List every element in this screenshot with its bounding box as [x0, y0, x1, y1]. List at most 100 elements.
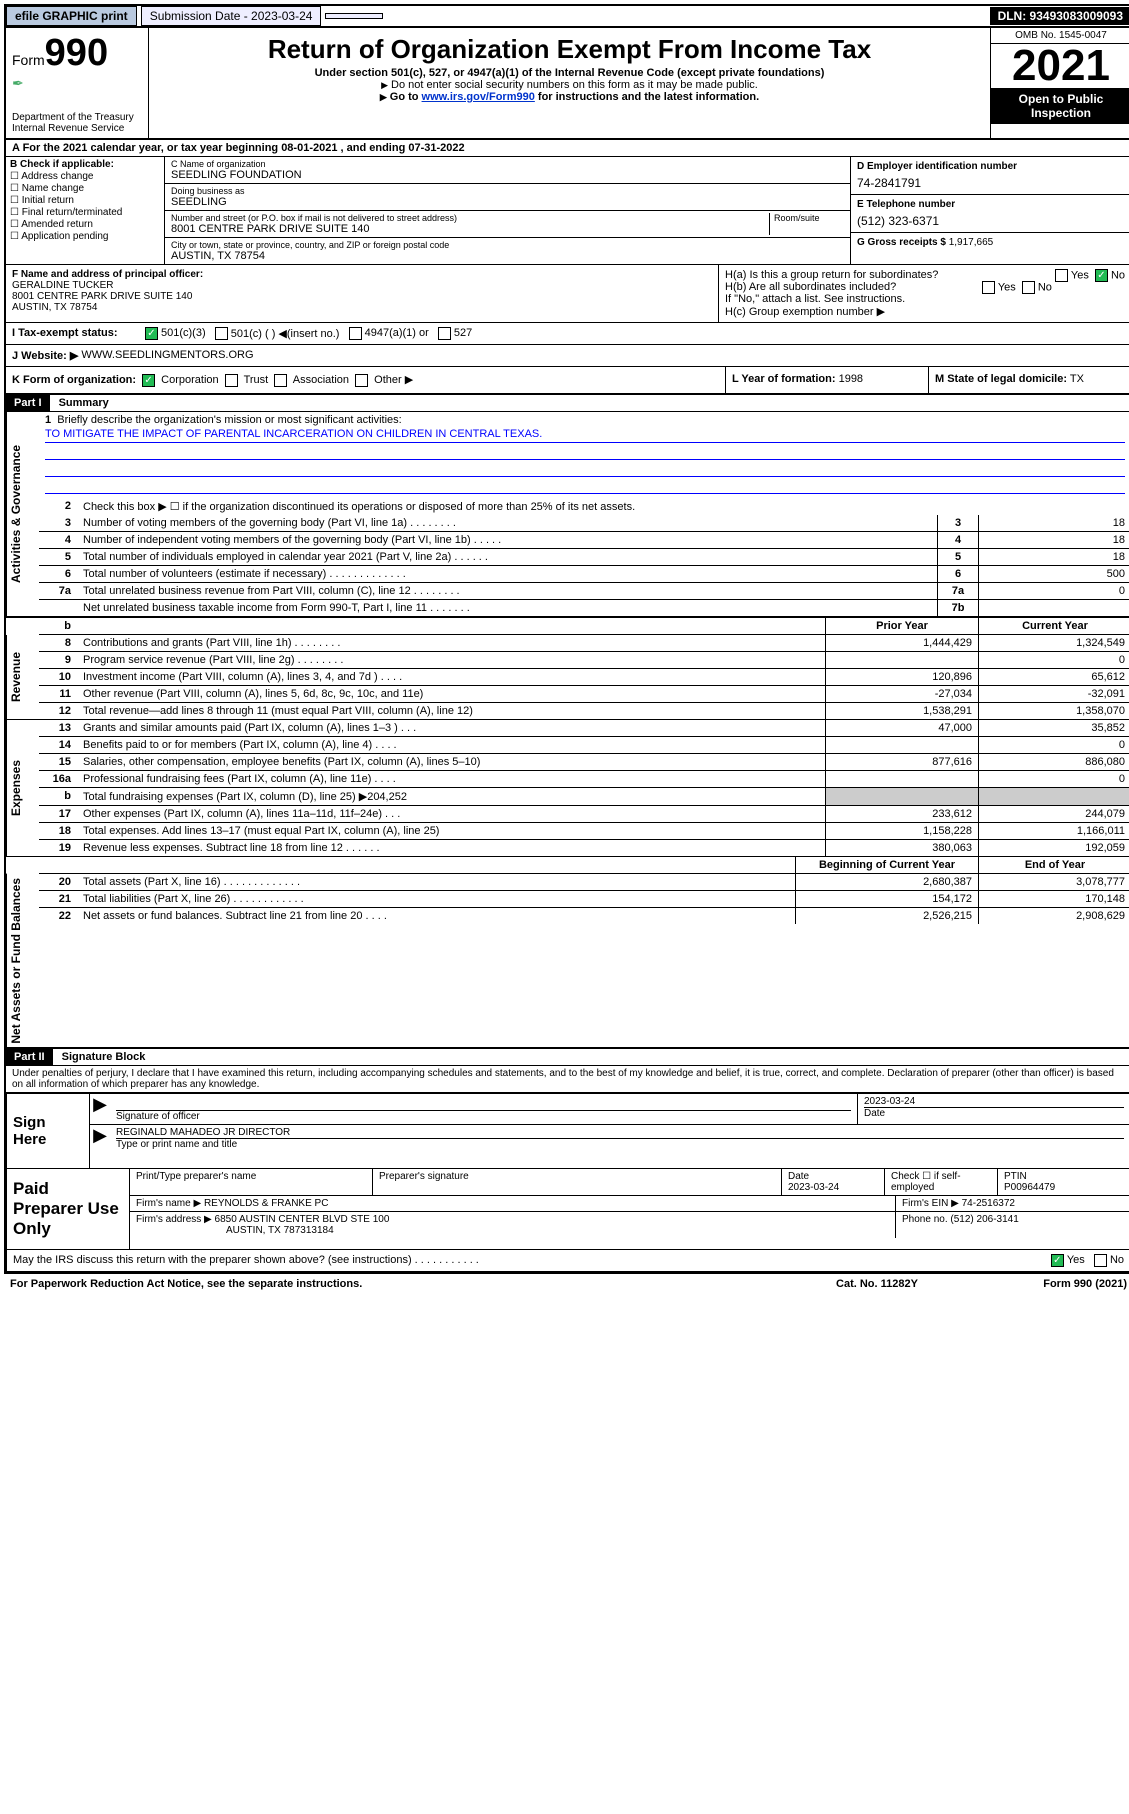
net-line: 20Total assets (Part X, line 16) . . . .…: [39, 874, 1129, 891]
row-m: M State of legal domicile: TX: [928, 367, 1129, 393]
phone-box: E Telephone number (512) 323-6371: [851, 195, 1129, 233]
col-f-officer: F Name and address of principal officer:…: [6, 265, 718, 322]
row-j-website: J Website: ▶ WWW.SEEDLINGMENTORS.ORG: [6, 345, 1129, 367]
row-l: L Year of formation: 1998: [725, 367, 928, 393]
chk-corp[interactable]: ✓: [142, 374, 155, 387]
row-k: K Form of organization: ✓ Corporation Tr…: [6, 367, 725, 393]
current-year-hdr: Current Year: [978, 618, 1129, 634]
sig-date-lbl: Date: [864, 1107, 1124, 1119]
chk-discuss-yes[interactable]: ✓: [1051, 1254, 1064, 1267]
chk-4947[interactable]: [349, 327, 362, 340]
col-b-checkboxes: B Check if applicable: ☐ Address change …: [6, 157, 165, 264]
prep-selfemp: Check ☐ if self-employed: [885, 1169, 998, 1195]
firm-addr: Firm's address ▶ 6850 AUSTIN CENTER BLVD…: [130, 1212, 896, 1238]
row-a-period: A For the 2021 calendar year, or tax yea…: [6, 140, 1129, 157]
paid-preparer-block: Paid Preparer Use Only Print/Type prepar…: [6, 1169, 1129, 1250]
col-d-right: D Employer identification number 74-2841…: [850, 157, 1129, 264]
efile-button[interactable]: efile GRAPHIC print: [6, 6, 137, 26]
gross-receipts-box: G Gross receipts $ 1,917,665: [851, 233, 1129, 252]
prep-ptin: PTINP00964479: [998, 1169, 1129, 1195]
form-header: Form990 ✒ Department of the Treasury Int…: [6, 28, 1129, 140]
header-right: OMB No. 1545-0047 2021 Open to Public In…: [990, 28, 1129, 138]
net-section: Net Assets or Fund Balances 20Total asse…: [6, 874, 1129, 1050]
ein-box: D Employer identification number 74-2841…: [851, 157, 1129, 195]
sign-here-block: Sign Here ▶ Signature of officer 2023-03…: [6, 1092, 1129, 1169]
discuss-row: May the IRS discuss this return with the…: [6, 1250, 1129, 1272]
form-title: Return of Organization Exempt From Incom…: [157, 34, 982, 65]
prep-name-hdr: Print/Type preparer's name: [130, 1169, 373, 1195]
form-subtitle-1: Under section 501(c), 527, or 4947(a)(1)…: [157, 67, 982, 79]
name-title-lbl: Type or print name and title: [116, 1138, 1124, 1150]
chk-trust[interactable]: [225, 374, 238, 387]
chk-501c[interactable]: [215, 327, 228, 340]
chk-discuss-no[interactable]: [1094, 1254, 1107, 1267]
row-klm: K Form of organization: ✓ Corporation Tr…: [6, 367, 1129, 395]
row-i-tax-status: I Tax-exempt status: ✓ 501(c)(3) 501(c) …: [6, 323, 1129, 345]
expense-line: 16aProfessional fundraising fees (Part I…: [39, 771, 1129, 788]
col-b-header: B Check if applicable:: [10, 159, 160, 170]
line-1-mission: 1 Briefly describe the organization's mi…: [39, 412, 1129, 498]
header-left: Form990 ✒ Department of the Treasury Int…: [6, 28, 149, 138]
chk-address-change[interactable]: ☐ Address change: [10, 171, 160, 182]
footer: For Paperwork Reduction Act Notice, see …: [4, 1274, 1129, 1294]
vlabel-rev: Revenue: [6, 635, 39, 719]
chk-assoc[interactable]: [274, 374, 287, 387]
chk-app-pending[interactable]: ☐ Application pending: [10, 231, 160, 242]
leaf-icon: ✒: [12, 75, 142, 92]
chk-501c3[interactable]: ✓: [145, 327, 158, 340]
open-public-badge: Open to Public Inspection: [991, 88, 1129, 124]
hb-note: If "No," attach a list. See instructions…: [725, 293, 1125, 305]
expense-line: 13Grants and similar amounts paid (Part …: [39, 720, 1129, 737]
expenses-section: Expenses 13Grants and similar amounts pa…: [6, 720, 1129, 857]
chk-527[interactable]: [438, 327, 451, 340]
chk-other[interactable]: [355, 374, 368, 387]
paid-prep-label: Paid Preparer Use Only: [7, 1169, 130, 1249]
hb-line: H(b) Are all subordinates included? Yes …: [725, 281, 1125, 293]
sign-here-label: Sign Here: [7, 1094, 90, 1168]
form-body: Form990 ✒ Department of the Treasury Int…: [4, 28, 1129, 1274]
pra-notice: For Paperwork Reduction Act Notice, see …: [10, 1278, 777, 1290]
chk-initial-return[interactable]: ☐ Initial return: [10, 195, 160, 206]
header-center: Return of Organization Exempt From Incom…: [149, 28, 990, 138]
chk-name-change[interactable]: ☐ Name change: [10, 183, 160, 194]
form-subtitle-2: Do not enter social security numbers on …: [157, 79, 982, 91]
tax-year: 2021: [991, 44, 1129, 88]
vlabel-exp: Expenses: [6, 720, 39, 856]
submission-date: Submission Date - 2023-03-24: [141, 6, 322, 26]
chk-final-return[interactable]: ☐ Final return/terminated: [10, 207, 160, 218]
header-row-pc: x b Prior Year Current Year: [6, 617, 1129, 635]
website-value: WWW.SEEDLINGMENTORS.ORG: [81, 349, 253, 362]
arrow-icon: ▶: [90, 1094, 110, 1124]
gov-section: Activities & Governance 1 Briefly descri…: [6, 412, 1129, 617]
prep-sig-hdr: Preparer's signature: [373, 1169, 782, 1195]
irs-link[interactable]: www.irs.gov/Form990: [422, 91, 535, 103]
col-h-group: H(a) Is this a group return for subordin…: [718, 265, 1129, 322]
form-number: Form990: [12, 32, 142, 75]
revenue-section: Revenue 8Contributions and grants (Part …: [6, 635, 1129, 720]
form-link-line: Go to www.irs.gov/Form990 for instructio…: [157, 91, 982, 103]
prep-date-cell: Date2023-03-24: [782, 1169, 885, 1195]
blank-field: [325, 13, 383, 19]
chk-amended[interactable]: ☐ Amended return: [10, 219, 160, 230]
dept-treasury: Department of the Treasury: [12, 112, 142, 123]
expense-line: 15Salaries, other compensation, employee…: [39, 754, 1129, 771]
arrow-icon: ▶: [90, 1125, 110, 1152]
hc-line: H(c) Group exemption number ▶: [725, 305, 1125, 318]
net-line: 21Total liabilities (Part X, line 26) . …: [39, 891, 1129, 908]
sig-officer-line: Signature of officer: [116, 1110, 851, 1122]
org-name-box: C Name of organization SEEDLING FOUNDATI…: [165, 157, 850, 184]
revenue-line: 11Other revenue (Part VIII, column (A), …: [39, 686, 1129, 703]
revenue-line: 8Contributions and grants (Part VIII, li…: [39, 635, 1129, 652]
expense-line: 18Total expenses. Add lines 13–17 (must …: [39, 823, 1129, 840]
part-ii-header: Part II Signature Block: [6, 1049, 1129, 1066]
end-year-hdr: End of Year: [978, 857, 1129, 873]
cat-no: Cat. No. 11282Y: [777, 1278, 977, 1290]
expense-line: 19Revenue less expenses. Subtract line 1…: [39, 840, 1129, 856]
row-fh: F Name and address of principal officer:…: [6, 265, 1129, 323]
officer-name: REGINALD MAHADEO JR DIRECTOR: [116, 1127, 1124, 1138]
top-toolbar: efile GRAPHIC print Submission Date - 20…: [4, 4, 1129, 28]
revenue-line: 12Total revenue—add lines 8 through 11 (…: [39, 703, 1129, 719]
sig-declaration: Under penalties of perjury, I declare th…: [6, 1066, 1129, 1092]
expense-line: bTotal fundraising expenses (Part IX, co…: [39, 788, 1129, 806]
summary-line: 6Total number of volunteers (estimate if…: [39, 566, 1129, 583]
